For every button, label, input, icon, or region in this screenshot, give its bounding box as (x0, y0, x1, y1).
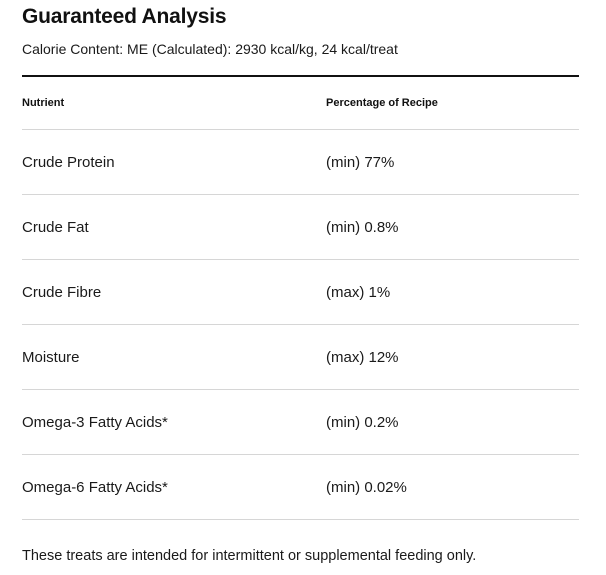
column-header-percentage: Percentage of Recipe (326, 77, 579, 130)
nutrient-name: Crude Fibre (22, 259, 326, 325)
guaranteed-analysis-panel: Guaranteed Analysis Calorie Content: ME … (22, 0, 579, 565)
table-row: Omega-6 Fatty Acids* (min) 0.02% (22, 454, 579, 520)
nutrient-value: (min) 77% (326, 129, 579, 195)
feeding-footnote: These treats are intended for intermitte… (22, 548, 477, 564)
nutrient-table: Nutrient Percentage of Recipe Crude Prot… (22, 77, 579, 520)
table-row: Crude Fat (min) 0.8% (22, 194, 579, 260)
nutrient-value: (max) 1% (326, 259, 579, 325)
section-title: Guaranteed Analysis (22, 5, 227, 28)
nutrient-name: Moisture (22, 324, 326, 390)
calorie-content: Calorie Content: ME (Calculated): 2930 k… (22, 41, 398, 57)
table-header-row: Nutrient Percentage of Recipe (22, 77, 579, 130)
nutrient-name: Omega-6 Fatty Acids* (22, 454, 326, 520)
table-row: Crude Fibre (max) 1% (22, 259, 579, 325)
nutrient-value: (min) 0.8% (326, 194, 579, 260)
heading-divider (22, 75, 579, 77)
nutrient-name: Crude Protein (22, 129, 326, 195)
nutrient-name: Omega-3 Fatty Acids* (22, 389, 326, 455)
table-row: Moisture (max) 12% (22, 324, 579, 390)
table-row: Crude Protein (min) 77% (22, 129, 579, 195)
column-header-nutrient: Nutrient (22, 77, 326, 130)
table-row: Omega-3 Fatty Acids* (min) 0.2% (22, 389, 579, 455)
nutrient-value: (min) 0.2% (326, 389, 579, 455)
nutrient-value: (max) 12% (326, 324, 579, 390)
nutrient-name: Crude Fat (22, 194, 326, 260)
nutrient-value: (min) 0.02% (326, 454, 579, 520)
